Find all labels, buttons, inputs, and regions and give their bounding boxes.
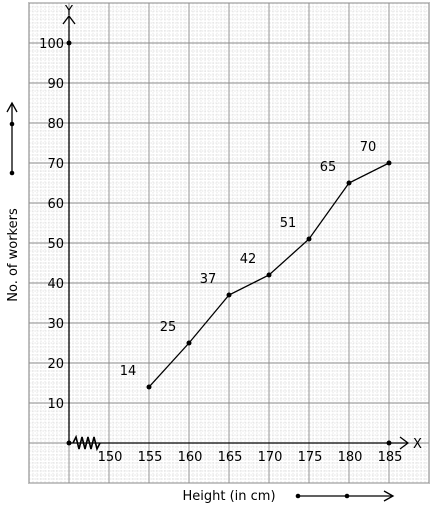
- x-tick-label: 165: [218, 450, 243, 465]
- x-axis-letter: X: [413, 437, 422, 452]
- data-labels: 14 25 37 42 51 65 70: [120, 140, 377, 379]
- y-tick-label: 20: [47, 357, 64, 372]
- data-label: 42: [240, 252, 257, 267]
- data-label: 65: [320, 160, 337, 175]
- data-label: 14: [120, 364, 137, 379]
- data-point: [146, 384, 152, 390]
- y-axis-top-point: [66, 40, 72, 46]
- x-tick-label: 155: [138, 450, 163, 465]
- y-tick-label: 90: [47, 77, 64, 92]
- data-label: 70: [360, 140, 377, 155]
- y-tick-labels: 10 20 30 40 50 60 70 80 90 100: [39, 37, 64, 412]
- y-tick-label: 70: [47, 157, 64, 172]
- data-point: [226, 292, 232, 298]
- data-point: [306, 236, 312, 242]
- data-label: 51: [280, 216, 297, 231]
- x-tick-label: 170: [258, 450, 283, 465]
- y-axis-letter: Y: [64, 4, 73, 19]
- data-point: [186, 340, 192, 346]
- x-tick-label: 160: [178, 450, 203, 465]
- x-axis-break-zigzag-icon: [72, 434, 101, 452]
- x-tick-label: 175: [298, 450, 323, 465]
- axes: X Y: [62, 4, 422, 452]
- y-tick-label: 50: [47, 237, 64, 252]
- x-tick-labels: 150 155 160 165 170 175 180 185: [98, 450, 403, 465]
- data-point: [386, 160, 392, 166]
- y-axis-title: No. of workers: [6, 208, 21, 302]
- data-label: 25: [160, 320, 177, 335]
- x-axis-arrow-icon: [399, 436, 410, 450]
- data-label: 37: [200, 272, 217, 287]
- x-tick-label: 185: [378, 450, 403, 465]
- y-tick-label: 40: [47, 277, 64, 292]
- data-point: [266, 272, 272, 278]
- data-point: [346, 180, 352, 186]
- y-axis-arrow-icon: [62, 14, 76, 25]
- y-tick-label: 60: [47, 197, 64, 212]
- y-tick-label: 30: [47, 317, 64, 332]
- y-tick-label: 80: [47, 117, 64, 132]
- y-tick-label: 100: [39, 37, 64, 52]
- data-points: [146, 160, 392, 446]
- x-axis-title: Height (in cm): [182, 489, 275, 504]
- origin-point: [66, 440, 72, 446]
- y-axis-direction-arrow-icon: [6, 101, 18, 176]
- x-axis-point: [386, 440, 392, 446]
- y-tick-label: 10: [47, 397, 64, 412]
- x-tick-label: 150: [98, 450, 123, 465]
- x-axis-direction-arrow-icon: [295, 490, 395, 502]
- x-tick-label: 180: [338, 450, 363, 465]
